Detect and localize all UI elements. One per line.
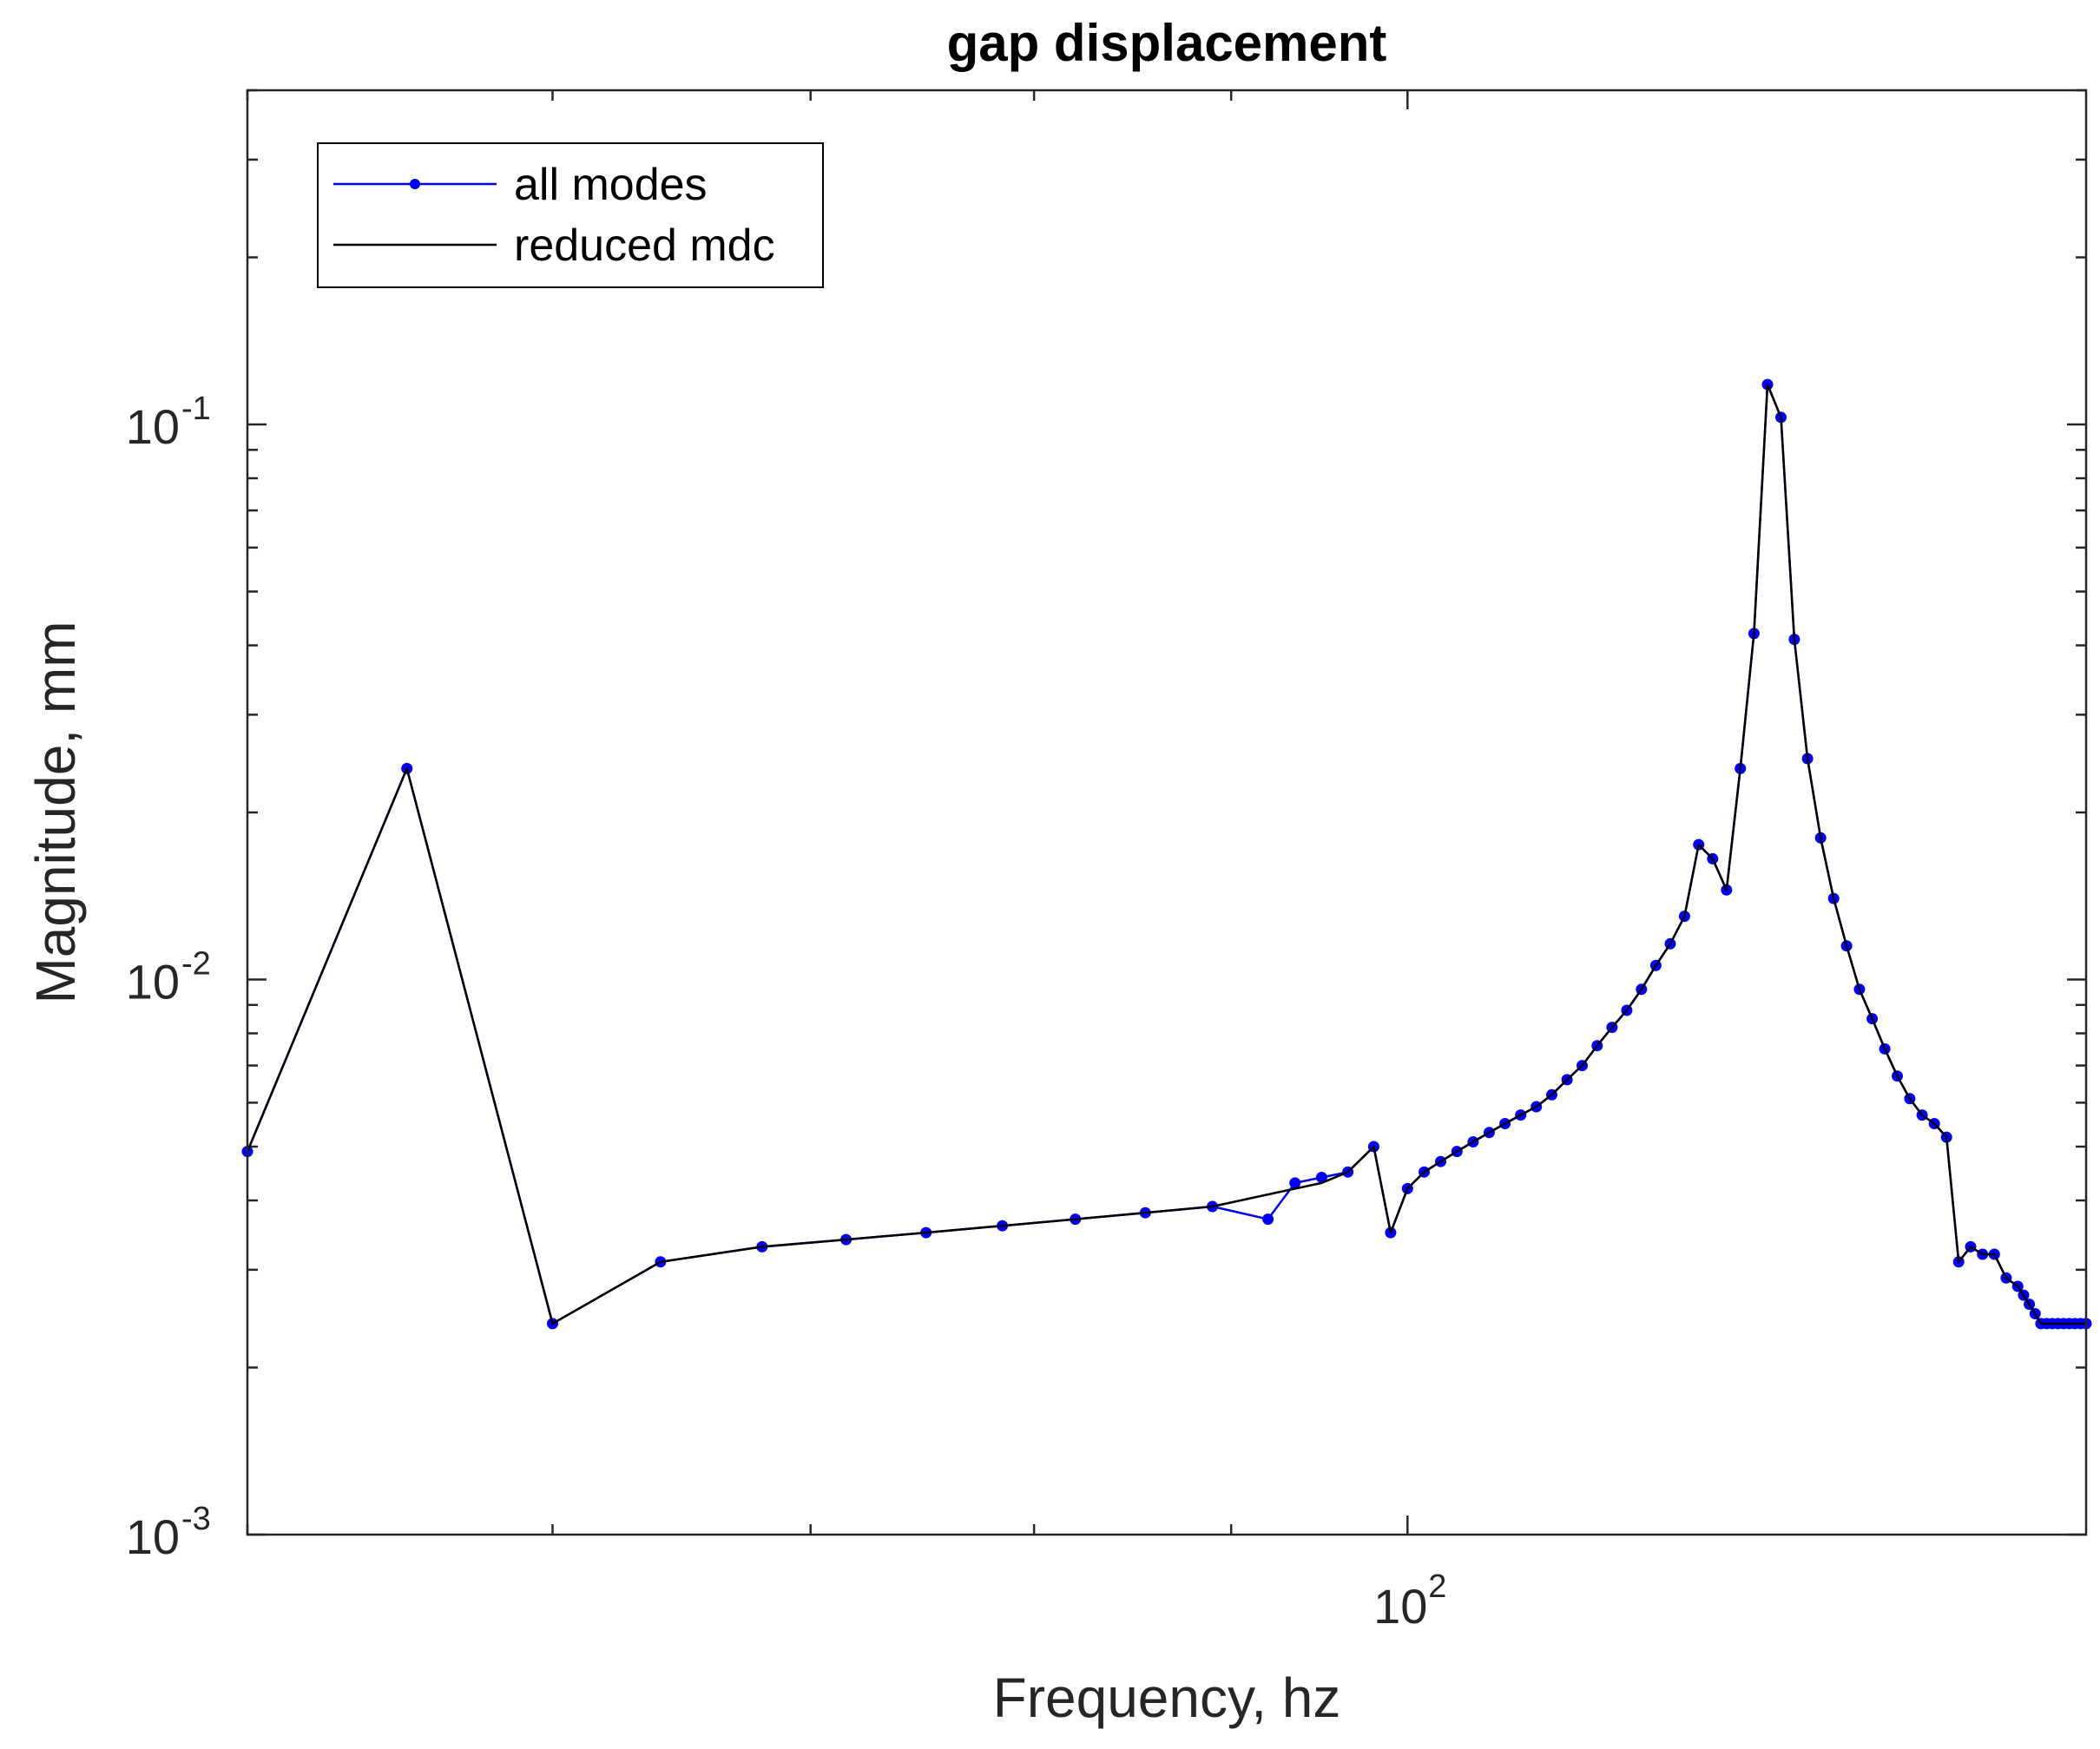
y-tick-exponent: -1 (181, 391, 211, 427)
legend-box (317, 142, 824, 288)
x-tick-label: 10 (1373, 1579, 1427, 1634)
y-tick-exponent: -2 (181, 946, 211, 983)
y-tick-label: 10 (126, 399, 180, 454)
legend-entry-all-modes: all modes (333, 160, 708, 210)
tick-labels: 10 -310 -210 -110 2 (126, 391, 1447, 1634)
x-tick-exponent: 2 (1428, 1568, 1446, 1605)
series-layer (241, 378, 2092, 1330)
legend: all modes reduced mdc (317, 142, 824, 288)
y-tick-label: 10 (126, 1509, 180, 1564)
data-point-all-modes (1315, 1172, 1327, 1183)
legend-entry-reduced-mdc: reduced mdc (333, 220, 775, 271)
series-reduced-mdc (246, 383, 2086, 1325)
axes-background (247, 90, 2086, 1535)
y-tick-exponent: -3 (181, 1501, 211, 1537)
legend-marker-all-modes (410, 179, 420, 189)
x-axis-label: Frequency, hz (993, 1667, 1341, 1729)
legend-label-all-modes: all modes (514, 160, 708, 210)
legend-label-reduced-mdc: reduced mdc (514, 220, 775, 271)
data-point-all-modes (1262, 1213, 1274, 1226)
chart-title: gap displacement (947, 14, 1387, 72)
data-point-all-modes (1289, 1177, 1301, 1189)
y-axis-label: Magnitude, mm (24, 621, 87, 1003)
plot-area (247, 90, 2086, 1535)
y-tick-label: 10 (126, 955, 180, 1009)
series-line-reduced-mdc (246, 383, 2086, 1325)
axes-box (246, 89, 2088, 1536)
